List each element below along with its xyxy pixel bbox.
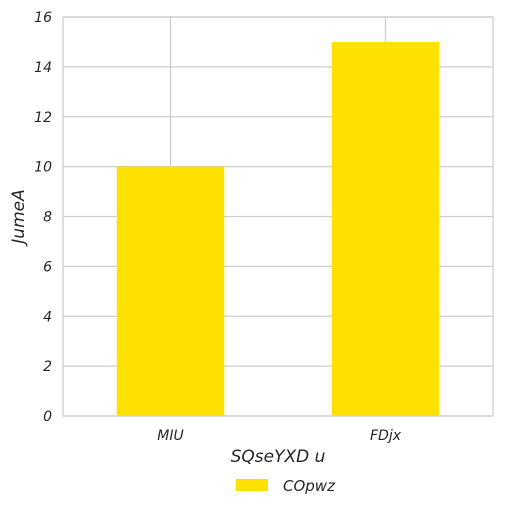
x-axis-title: SQseYXD u [231,447,326,467]
legend-label-copwz: COpwz [283,477,336,495]
y-tick-label: 2 [43,359,52,375]
y-tick-label: 12 [34,110,52,126]
y-axis-title: JumeA [9,189,29,246]
legend-swatch-copwz [236,479,268,491]
bars [116,41,440,416]
y-tick-label: 4 [43,309,52,325]
y-tick-label: 14 [34,60,52,76]
x-tick-label: MIU [157,428,183,444]
x-tick-labels: MIU FDjx [157,428,401,444]
y-tick-label: 16 [34,10,52,26]
y-tick-label: 8 [43,210,52,226]
legend: COpwz [236,477,336,495]
x-tick-label: FDjx [370,428,402,444]
y-tick-labels: 0 2 4 6 8 10 12 14 16 [34,10,52,425]
y-tick-label: 6 [43,259,52,275]
bar-fdjx [331,41,440,416]
y-tick-label: 0 [43,409,52,425]
bar-miu [116,166,225,416]
plot-frame [62,16,494,417]
y-tick-label: 10 [34,160,52,176]
